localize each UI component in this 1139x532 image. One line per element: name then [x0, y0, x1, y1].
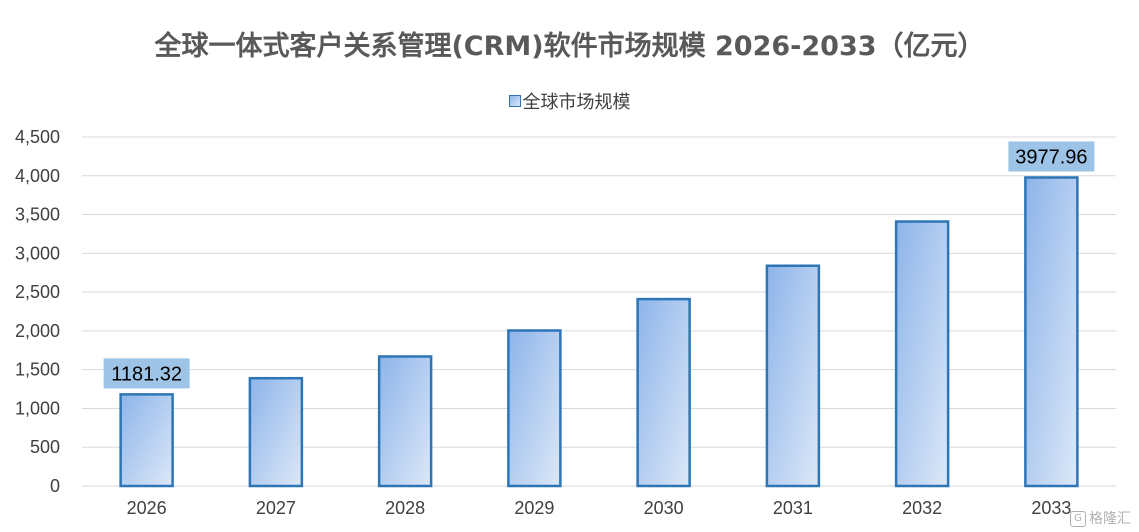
x-tick-label: 2029 — [514, 498, 554, 518]
y-tick-label: 3,500 — [15, 205, 60, 225]
bar-2030 — [636, 297, 691, 488]
legend-swatch-icon — [508, 95, 521, 107]
x-tick-label: 2028 — [385, 498, 425, 518]
x-axis-ticks: 2026 2027 2028 2029 2030 2031 2032 2033 — [127, 498, 1072, 518]
y-tick-label: 1,000 — [15, 398, 60, 418]
y-tick-label: 3,000 — [15, 243, 60, 263]
bar-2026 — [119, 393, 174, 488]
y-tick-label: 0 — [50, 476, 60, 496]
x-tick-label: 2032 — [902, 498, 942, 518]
y-tick-label: 500 — [30, 437, 60, 457]
bar-2031 — [765, 264, 821, 488]
data-label-box — [103, 358, 190, 389]
data-label-2033: 3977.96 — [1008, 141, 1095, 172]
data-label-text: 3977.96 — [1015, 146, 1087, 168]
chart-title: 全球一体式客户关系管理(CRM)软件市场规模 2026-2033（亿元） — [154, 31, 985, 62]
bar-2027 — [248, 376, 304, 488]
gridlines — [82, 136, 1116, 487]
data-label-2026: 1181.32 — [103, 358, 190, 389]
legend-label: 全球市场规模 — [522, 92, 631, 113]
y-tick-label: 4,500 — [15, 127, 60, 147]
data-labels: 1181.32 3977.96 — [103, 141, 1095, 389]
y-axis-ticks: 0 500 1,000 1,500 2,000 2,500 3,000 3,500 4,000 4… — [15, 127, 60, 496]
x-tick-label: 2033 — [1031, 498, 1071, 518]
data-label-text: 1181.32 — [111, 363, 182, 385]
x-tick-label: 2026 — [127, 498, 167, 518]
legend: 全球市场规模 — [0, 88, 1139, 114]
bar-2033 — [1024, 176, 1079, 488]
x-tick-label: 2031 — [773, 498, 813, 518]
bars — [119, 176, 1079, 488]
x-tick-label: 2030 — [644, 498, 684, 518]
watermark-text: 格隆汇 — [1089, 511, 1131, 527]
bar-2029 — [507, 329, 562, 488]
gelonghui-logo-icon: G — [1070, 511, 1086, 527]
y-tick-label: 2,500 — [15, 282, 60, 302]
bar-2028 — [377, 355, 433, 488]
watermark: G 格隆汇 — [1070, 508, 1131, 528]
y-tick-label: 4,000 — [15, 166, 60, 186]
bar-2032 — [894, 220, 950, 488]
y-tick-label: 2,000 — [15, 321, 60, 341]
y-tick-label: 1,500 — [15, 360, 60, 380]
data-label-box — [1008, 141, 1095, 172]
x-tick-label: 2027 — [256, 498, 296, 518]
